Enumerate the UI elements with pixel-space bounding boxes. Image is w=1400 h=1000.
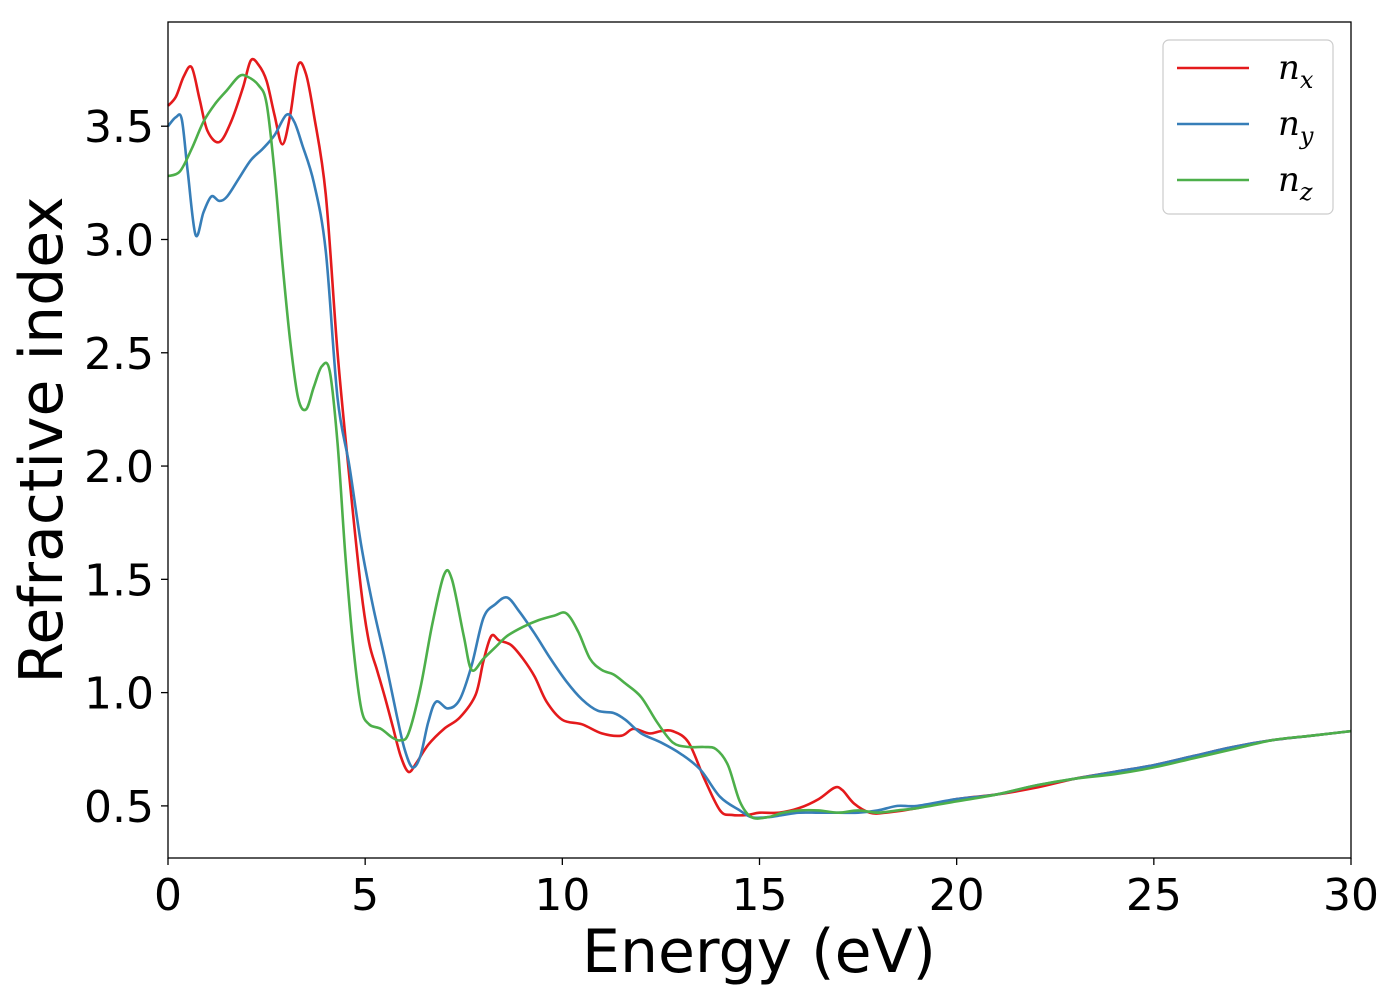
x-tick-label: 15	[732, 870, 788, 921]
legend-label-x: nx	[1278, 48, 1314, 94]
x-tick-label: 30	[1323, 870, 1379, 921]
x-tick-label: 25	[1126, 870, 1182, 921]
y-tick-label: 2.0	[84, 442, 154, 493]
legend: nx ny nz	[1162, 39, 1334, 215]
x-tick-label: 10	[534, 870, 590, 921]
y-tick-label: 3.5	[84, 102, 154, 153]
y-tick-label: 3.0	[84, 215, 154, 266]
legend-label-z: nz	[1278, 160, 1313, 206]
series-layer	[166, 57, 1352, 820]
y-tick-label: 1.0	[84, 669, 154, 720]
y-axis-title: Refractive index	[7, 196, 77, 683]
series-line-y	[166, 113, 1352, 820]
y-tick-label: 1.5	[84, 555, 154, 606]
x-tick-label: 5	[351, 870, 379, 921]
x-axis-ticks: 0 5 10 15 20 25 30	[154, 858, 1379, 921]
y-tick-label: 2.5	[84, 329, 154, 380]
x-tick-label: 20	[929, 870, 985, 921]
y-axis-ticks: 0.5 1.0 1.5 2.0 2.5 3.0 3.5	[84, 102, 168, 833]
x-tick-label: 0	[154, 870, 182, 921]
legend-label-y: ny	[1278, 104, 1314, 150]
x-axis-title: Energy (eV)	[582, 917, 936, 987]
legend-box	[1162, 39, 1334, 215]
y-tick-label: 0.5	[84, 782, 154, 833]
series-line-z	[167, 73, 1352, 820]
